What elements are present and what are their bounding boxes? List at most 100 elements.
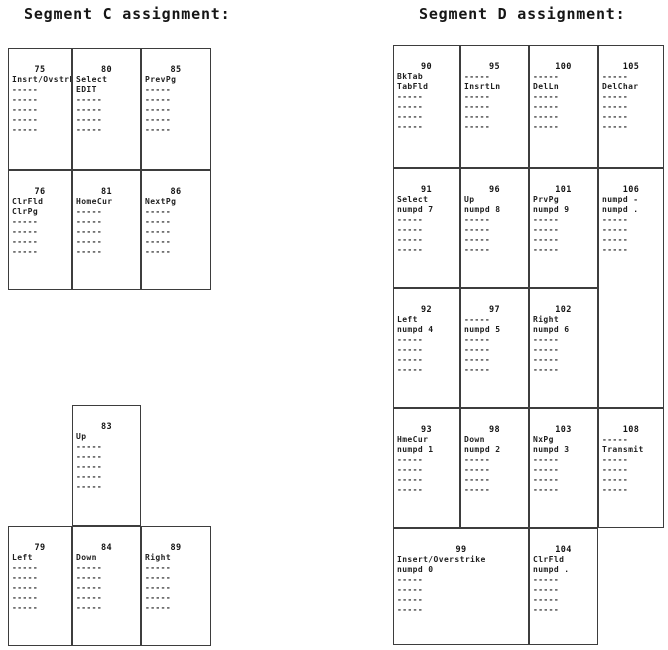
key-label-line: ----- (533, 345, 560, 354)
key-cell-91: 91 Select numpd 7 ----- ----- ----- ----- (393, 168, 460, 288)
key-label-line: numpd 5 (464, 325, 501, 334)
key-label-line: ----- (533, 465, 560, 474)
key-number: 104 (555, 545, 572, 555)
key-label-line: ----- (76, 583, 103, 592)
key-number: 95 (488, 62, 501, 72)
key-label-line: ----- (602, 235, 629, 244)
key-label-line: ----- (397, 215, 424, 224)
key-cell-92: 92 Left numpd 4 ----- ----- ----- ----- (393, 288, 460, 408)
key-number: 98 (488, 425, 501, 435)
key-cell-89: 89 Right ----- ----- ----- ----- ----- (141, 526, 211, 646)
key-label: ----- (533, 72, 560, 81)
key-label-line: ClrPg (12, 207, 39, 216)
key-label-line: ----- (533, 335, 560, 344)
key-label-line: ----- (464, 485, 491, 494)
key-label-line: numpd 2 (464, 445, 501, 454)
key-label: ClrFld (12, 197, 44, 206)
key-cell-93: 93 HmeCur numpd 1 ----- ----- ----- ----- (393, 408, 460, 528)
key-label-line: ----- (602, 225, 629, 234)
key-cell-104: 104 ClrFld numpd . ----- ----- ----- ----- (529, 528, 598, 645)
key-number: 75 (34, 65, 46, 75)
key-number: 91 (420, 185, 433, 195)
key-label: Select (76, 75, 108, 84)
key-label-line: ----- (76, 482, 103, 491)
key-cell-100: 100 ----- DelLn ----- ----- ----- ----- (529, 45, 598, 168)
key-label-line: ----- (397, 112, 424, 121)
key-label-line: ----- (145, 227, 172, 236)
key-label-line: ----- (397, 335, 424, 344)
key-label-line: ----- (464, 245, 491, 254)
key-label-line: numpd 6 (533, 325, 570, 334)
key-label-line: numpd 7 (397, 205, 434, 214)
key-label-line: ----- (533, 235, 560, 244)
key-label-line: ----- (397, 585, 424, 594)
key-label: Insert/Overstrike (397, 555, 486, 564)
key-label-line: ----- (12, 217, 39, 226)
key-label-line: EDIT (76, 85, 97, 94)
key-number: 81 (100, 187, 113, 197)
key-label-line: ----- (397, 475, 424, 484)
key-number: 100 (555, 62, 572, 72)
key-label-line: ----- (397, 235, 424, 244)
key-label-line: ----- (145, 247, 172, 256)
key-label-line: ----- (145, 593, 172, 602)
key-number: 108 (622, 425, 640, 435)
key-label-line: ----- (145, 583, 172, 592)
key-label-line: ----- (76, 115, 103, 124)
key-label-line: ----- (464, 355, 491, 364)
key-label-line: ----- (145, 85, 172, 94)
key-label-line: ----- (602, 92, 629, 101)
segment-c-title: Segment C assignment: (24, 5, 231, 23)
key-label-line: numpd . (533, 565, 570, 574)
key-number: 97 (488, 305, 501, 315)
key-label-line: ----- (12, 115, 39, 124)
key-label-line: ----- (533, 455, 560, 464)
key-label: ----- (602, 435, 629, 444)
key-cell-83: 83 Up ----- ----- ----- ----- ----- (72, 405, 141, 526)
key-label-line: ----- (533, 102, 560, 111)
key-number: 99 (455, 545, 467, 555)
key-label-line: ----- (76, 95, 103, 104)
key-cell-84: 84 Down ----- ----- ----- ----- ----- (72, 526, 141, 646)
key-label: Right (533, 315, 560, 324)
key-label-line: ----- (464, 122, 491, 131)
key-label-line: ----- (12, 237, 39, 246)
key-label: Up (76, 432, 87, 441)
key-number: 83 (100, 422, 113, 432)
key-number: 79 (34, 543, 46, 553)
key-label-line: ----- (602, 485, 629, 494)
key-label-line: ----- (145, 115, 172, 124)
key-cell-96: 96 Up numpd 8 ----- ----- ----- ----- (460, 168, 529, 288)
segment-d-title: Segment D assignment: (419, 5, 626, 23)
key-number: 102 (555, 305, 572, 315)
key-label-line: ----- (464, 365, 491, 374)
key-label-line: ----- (602, 112, 629, 121)
key-label: NextPg (145, 197, 177, 206)
key-label-line: ----- (464, 335, 491, 344)
key-label-line: ----- (397, 355, 424, 364)
key-label-line: ----- (533, 595, 560, 604)
key-label-line: ----- (76, 563, 103, 572)
key-label-line: ----- (145, 573, 172, 582)
key-label-line: ----- (602, 122, 629, 131)
key-label-line: ----- (145, 217, 172, 226)
key-number: 86 (170, 187, 182, 197)
key-label-line: ----- (145, 603, 172, 612)
key-label-line: ----- (12, 95, 39, 104)
key-label-line: ----- (12, 593, 39, 602)
key-number: 84 (100, 543, 113, 553)
key-cell-103: 103 NxPg numpd 3 ----- ----- ----- ----- (529, 408, 598, 528)
key-label-line: ----- (464, 465, 491, 474)
key-cell-99: 99 Insert/Overstrike numpd 0 ----- ----- ----… (393, 528, 529, 645)
key-label-line: ----- (76, 452, 103, 461)
key-label: PrevPg (145, 75, 177, 84)
key-label-line: ----- (12, 563, 39, 572)
key-label-line: numpd 8 (464, 205, 501, 214)
key-cell-79: 79 Left ----- ----- ----- ----- ----- (8, 526, 72, 646)
key-label-line: ----- (12, 603, 39, 612)
key-label-line: ----- (397, 455, 424, 464)
key-label-line: TabFld (397, 82, 429, 91)
key-label: Up (464, 195, 475, 204)
key-label-line: ----- (397, 102, 424, 111)
key-label: Left (12, 553, 33, 562)
